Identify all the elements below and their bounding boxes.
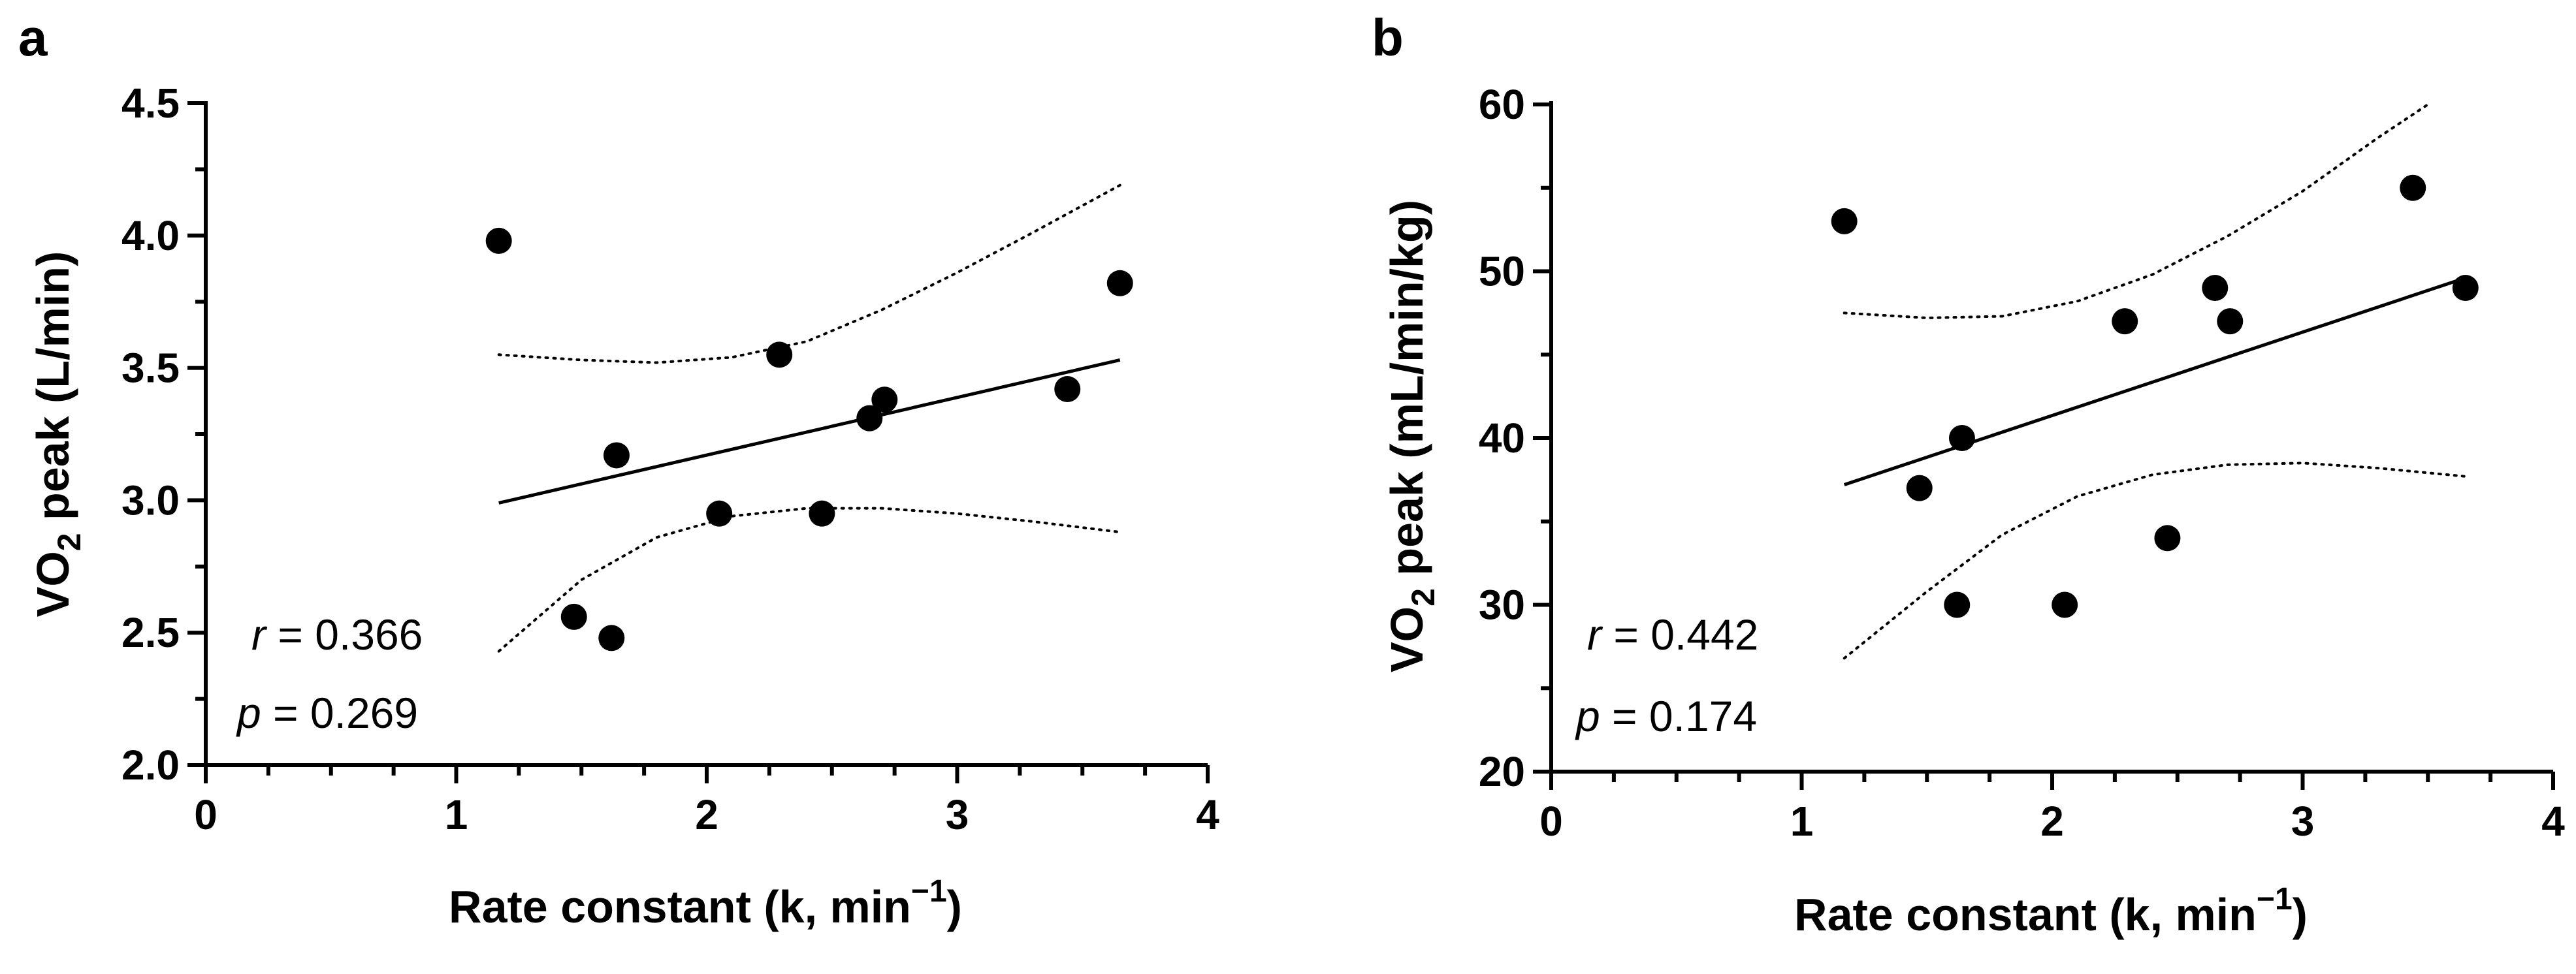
- ticks: 2.0 2.5 3.0 3.5 4.0 4.5 0 1 2 3 4: [121, 80, 1219, 838]
- confidence-band: [1843, 103, 2467, 660]
- panel-a: a 2.0 2.5 3.0 3.5 4.0 4.5 0 1 2 3 4 VO2 peak (L/mi…: [18, 8, 1219, 932]
- y-tick-label: 50: [1479, 248, 1525, 295]
- y-tick-label: 3.0: [121, 477, 180, 524]
- panel-b: b 20 30 40 50 60 0 1 2 3 4 VO2 peak (mL/min/kg) R…: [1372, 8, 2565, 940]
- data-point: [2202, 275, 2229, 302]
- x-tick-label: 1: [445, 791, 468, 838]
- x-tick-label: 2: [695, 791, 718, 838]
- y-axis-title: VO2 peak (mL/min/kg): [1381, 200, 1441, 672]
- y-tick-label: 30: [1479, 582, 1525, 629]
- x-tick-label: 0: [194, 791, 217, 838]
- data-point: [2052, 591, 2078, 618]
- data-point: [2400, 174, 2426, 201]
- y-axis-title: VO2 peak (L/min): [27, 251, 88, 618]
- ci-lower-curve: [497, 507, 1121, 653]
- data-point: [706, 500, 733, 527]
- data-point: [1106, 270, 1133, 296]
- ticks: 20 30 40 50 60 0 1 2 3 4: [1479, 81, 2565, 845]
- panel-label-a: a: [18, 8, 48, 67]
- data-point: [2217, 308, 2244, 335]
- data-point: [2154, 525, 2181, 552]
- ci-lower-curve: [1843, 462, 2467, 660]
- ci-upper-curve: [1843, 103, 2430, 320]
- y-tick-label: 3.5: [121, 345, 180, 392]
- data-point: [2452, 275, 2479, 302]
- y-tick-label: 20: [1479, 748, 1525, 795]
- p-value: p = 0.269: [236, 689, 418, 737]
- data-point: [560, 603, 587, 630]
- data-point: [1948, 425, 1975, 451]
- x-tick-label: 4: [2541, 798, 2565, 845]
- y-tick-label: 2.0: [121, 742, 180, 789]
- y-tick-label: 40: [1479, 415, 1525, 462]
- regression-line: [498, 358, 1121, 505]
- data-point: [603, 442, 630, 469]
- x-tick-label: 2: [2040, 798, 2064, 845]
- x-tick-label: 1: [1790, 798, 1814, 845]
- data-point: [1944, 591, 1971, 618]
- x-tick-label: 3: [2291, 798, 2315, 845]
- data-point: [809, 500, 835, 527]
- panel-label-b: b: [1372, 8, 1404, 67]
- data-points: [485, 227, 1133, 652]
- ci-upper-curve: [497, 183, 1121, 364]
- y-tick-label: 2.5: [121, 609, 180, 656]
- data-point: [1906, 475, 1933, 501]
- data-point: [598, 625, 625, 652]
- y-tick-label: 4.5: [121, 80, 180, 127]
- x-axis-title: Rate constant (k, min−1): [449, 874, 962, 932]
- data-point: [871, 386, 898, 413]
- data-point: [485, 227, 512, 254]
- x-tick-label: 4: [1196, 791, 1219, 838]
- data-point: [2112, 308, 2138, 335]
- p-value: p = 0.174: [1575, 692, 1757, 740]
- confidence-band: [497, 183, 1121, 653]
- data-point: [766, 341, 793, 368]
- x-tick-label: 0: [1539, 798, 1563, 845]
- regression-line: [1843, 276, 2466, 486]
- x-axis-title: Rate constant (k, min−1): [1794, 882, 2308, 940]
- y-tick-label: 60: [1479, 81, 1525, 128]
- r-value: r = 0.366: [251, 610, 423, 659]
- data-point: [1831, 208, 1858, 234]
- data-points: [1831, 174, 2479, 618]
- x-tick-label: 3: [946, 791, 969, 838]
- data-point: [856, 405, 883, 432]
- y-tick-label: 4.0: [121, 212, 180, 259]
- r-value: r = 0.442: [1587, 610, 1758, 659]
- data-point: [1054, 376, 1081, 403]
